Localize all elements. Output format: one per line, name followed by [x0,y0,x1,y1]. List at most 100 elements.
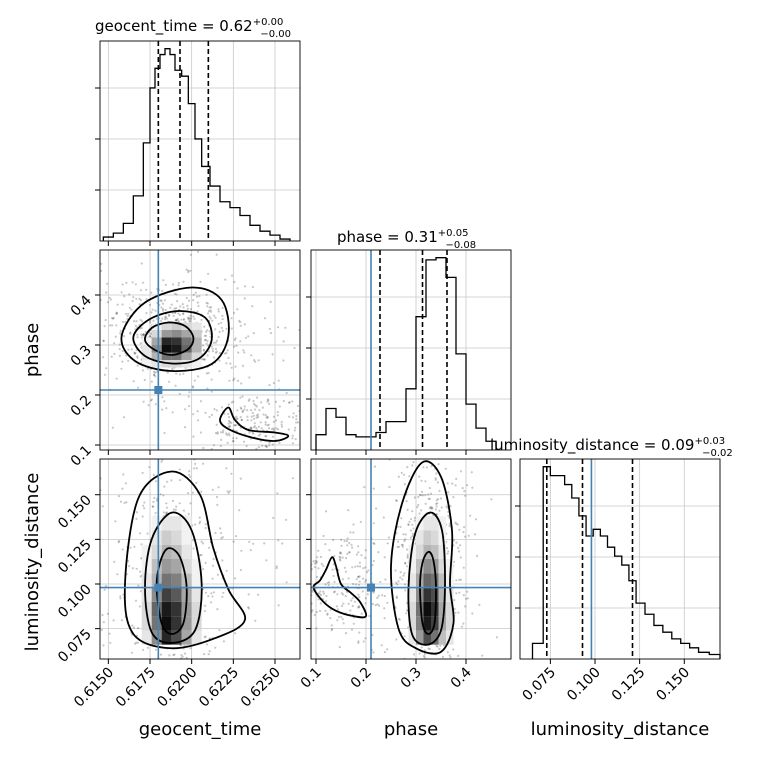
panel2d-phase-vs-luminosity-distance-point [400,471,403,474]
panel2d-geocent-time-vs-phase-point [208,330,211,333]
panel2d-phase-vs-luminosity-distance-point [330,629,333,632]
panel2d-phase-vs-luminosity-distance-point [458,528,461,531]
panel2d-geocent-time-vs-phase-point [233,280,236,284]
panel2d-geocent-time-vs-luminosity-distance-density-cell [161,530,172,545]
panel2d-phase-vs-luminosity-distance-point [463,490,466,493]
panel2d-geocent-time-vs-phase-point [265,445,268,448]
panel2d-phase-vs-luminosity-distance-point [435,499,438,502]
panel2d-geocent-time-vs-luminosity-distance-point [248,540,251,543]
panel2d-phase-vs-luminosity-distance-density-cell [423,516,431,531]
panel2d-geocent-time-vs-phase-point [208,306,211,309]
panel2d-geocent-time-vs-phase-point [149,335,152,338]
panel2d-geocent-time-vs-luminosity-distance-point [211,595,214,598]
panel2d-geocent-time-vs-phase-point [132,296,135,299]
panel2d-phase-vs-luminosity-distance-point [478,603,481,607]
panel2d-geocent-time-vs-phase-point [139,318,142,322]
panel2d-phase-vs-luminosity-distance-density-cell [438,573,446,588]
panel2d-geocent-time-vs-phase-content [100,250,300,450]
panel2d-phase-vs-luminosity-distance-point [387,536,390,539]
hist-luminosity-distance-xtick-label-1: 0.100 [564,665,604,705]
hist-luminosity-distance-background [520,459,720,659]
panel2d-geocent-time-vs-phase-point [227,425,230,428]
panel2d-geocent-time-vs-luminosity-distance-point [277,604,280,607]
panel2d-geocent-time-vs-luminosity-distance-point [184,652,187,655]
panel2d-geocent-time-vs-phase-point [255,405,258,408]
panel2d-phase-vs-luminosity-distance-point [364,566,367,569]
panel2d-phase-vs-luminosity-distance-truth-marker [367,583,375,592]
panel2d-phase-vs-luminosity-distance-point [313,562,316,565]
panel2d-geocent-time-vs-phase-point [175,318,178,322]
hist-phase-panel [306,249,512,455]
panel2d-geocent-time-vs-phase-point [100,262,103,265]
panel2d-phase-vs-luminosity-distance-point [412,653,416,656]
title-phase-minus: −0.08 [445,240,476,251]
panel2d-geocent-time-vs-luminosity-distance-point [204,604,207,607]
panel2d-phase-vs-luminosity-distance-point [474,533,477,536]
panel2d-phase-vs-luminosity-distance-point [342,622,345,625]
panel2d-phase-vs-luminosity-distance-point [490,498,493,501]
panel2d-phase-vs-luminosity-distance-density-cell [408,601,416,617]
panel2d-phase-vs-luminosity-distance-point [459,544,462,547]
panel2d-phase-vs-luminosity-distance-point [466,590,469,593]
panel2d-geocent-time-vs-phase-point [186,316,190,319]
panel2d-phase-vs-luminosity-distance-point [445,505,448,508]
panel2d-geocent-time-vs-luminosity-distance-point [187,492,190,495]
panel2d-phase-vs-luminosity-distance-point [324,543,327,546]
panel2d-phase-vs-luminosity-distance-point [440,506,443,509]
panel2d-geocent-time-vs-luminosity-distance-point [200,490,203,493]
panel2d-phase-vs-luminosity-distance-point [377,594,380,598]
panel2d-geocent-time-vs-phase-point [161,396,164,399]
panel2d-geocent-time-vs-luminosity-distance-point [174,508,177,511]
panel2d-geocent-time-vs-phase-point [236,409,239,412]
panel2d-phase-vs-luminosity-distance-point [378,604,381,607]
panel2d-phase-vs-luminosity-distance-contour-3 [312,556,368,619]
panel2d-geocent-time-vs-phase-panel: 0.1 0.2 0.3 0.4 [68,249,301,470]
panel2d-phase-vs-luminosity-distance-point [401,578,404,581]
panel2d-geocent-time-vs-phase-point [247,399,250,402]
panel2d-geocent-time-vs-phase-point [173,307,176,310]
panel2d-geocent-time-vs-phase-point [277,379,280,382]
panel2d-phase-vs-luminosity-distance-point [458,591,461,594]
panel2d-phase-vs-luminosity-distance-point [399,576,402,579]
panel2d-phase-vs-luminosity-distance-point [372,591,375,594]
panel2d-geocent-time-vs-luminosity-distance-point [239,477,242,480]
panel2d-phase-vs-luminosity-distance-density-cell [408,559,416,574]
panel2d-geocent-time-vs-phase-point [126,314,129,318]
panel2d-geocent-time-vs-phase-point [196,419,200,422]
panel2d-geocent-time-vs-phase-point [172,314,175,317]
panel2d-phase-vs-luminosity-distance-point [481,654,484,657]
panel2d-phase-vs-luminosity-distance-point [462,566,465,569]
panel2d-geocent-time-vs-luminosity-distance-density-cell [161,573,172,588]
panel2d-geocent-time-vs-luminosity-distance-point [192,547,195,550]
panel2d-phase-vs-luminosity-distance-point [383,556,386,559]
panel2d-geocent-time-vs-phase-point [163,299,166,302]
panel2d-phase-vs-luminosity-distance-point [402,533,405,536]
panel2d-phase-vs-luminosity-distance-point [376,596,379,600]
panel2d-phase-vs-luminosity-distance-point [337,615,340,619]
panel2d-geocent-time-vs-phase-point [191,386,195,389]
panel2d-phase-vs-luminosity-distance-point [383,617,386,620]
panel2d-geocent-time-vs-luminosity-distance-point [139,532,142,535]
panel2d-phase-vs-luminosity-distance-point [434,478,437,481]
panel2d-geocent-time-vs-phase-point [270,428,274,431]
panel2d-geocent-time-vs-phase-point [168,313,171,316]
panel2d-geocent-time-vs-luminosity-distance-density-cell [161,516,172,531]
title-geocent-time: geocent_time = 0.62+0.00 −0.00 [95,17,291,40]
panel2d-geocent-time-vs-phase-point [186,304,189,307]
panel2d-geocent-time-vs-phase-point [280,423,283,426]
panel2d-phase-vs-luminosity-distance-point [372,651,375,654]
panel2d-phase-vs-luminosity-distance-point [341,556,344,559]
panel2d-geocent-time-vs-phase-point [196,410,199,413]
panel2d-phase-vs-luminosity-distance-point [435,644,438,647]
panel2d-phase-vs-luminosity-distance-point [467,534,470,537]
panel2d-geocent-time-vs-phase-point [257,415,260,419]
panel2d-geocent-time-vs-phase-point [265,416,268,419]
panel2d-geocent-time-vs-phase-point [227,415,231,419]
panel2d-geocent-time-vs-phase-point [219,431,223,434]
panel2d-geocent-time-vs-phase-point [265,435,268,438]
panel2d-phase-vs-luminosity-distance-point [457,550,461,553]
panel2d-phase-vs-luminosity-distance-point [409,529,412,532]
panel2d-geocent-time-vs-phase-point [138,297,141,300]
panel2d-phase-vs-luminosity-distance-point [400,517,403,520]
